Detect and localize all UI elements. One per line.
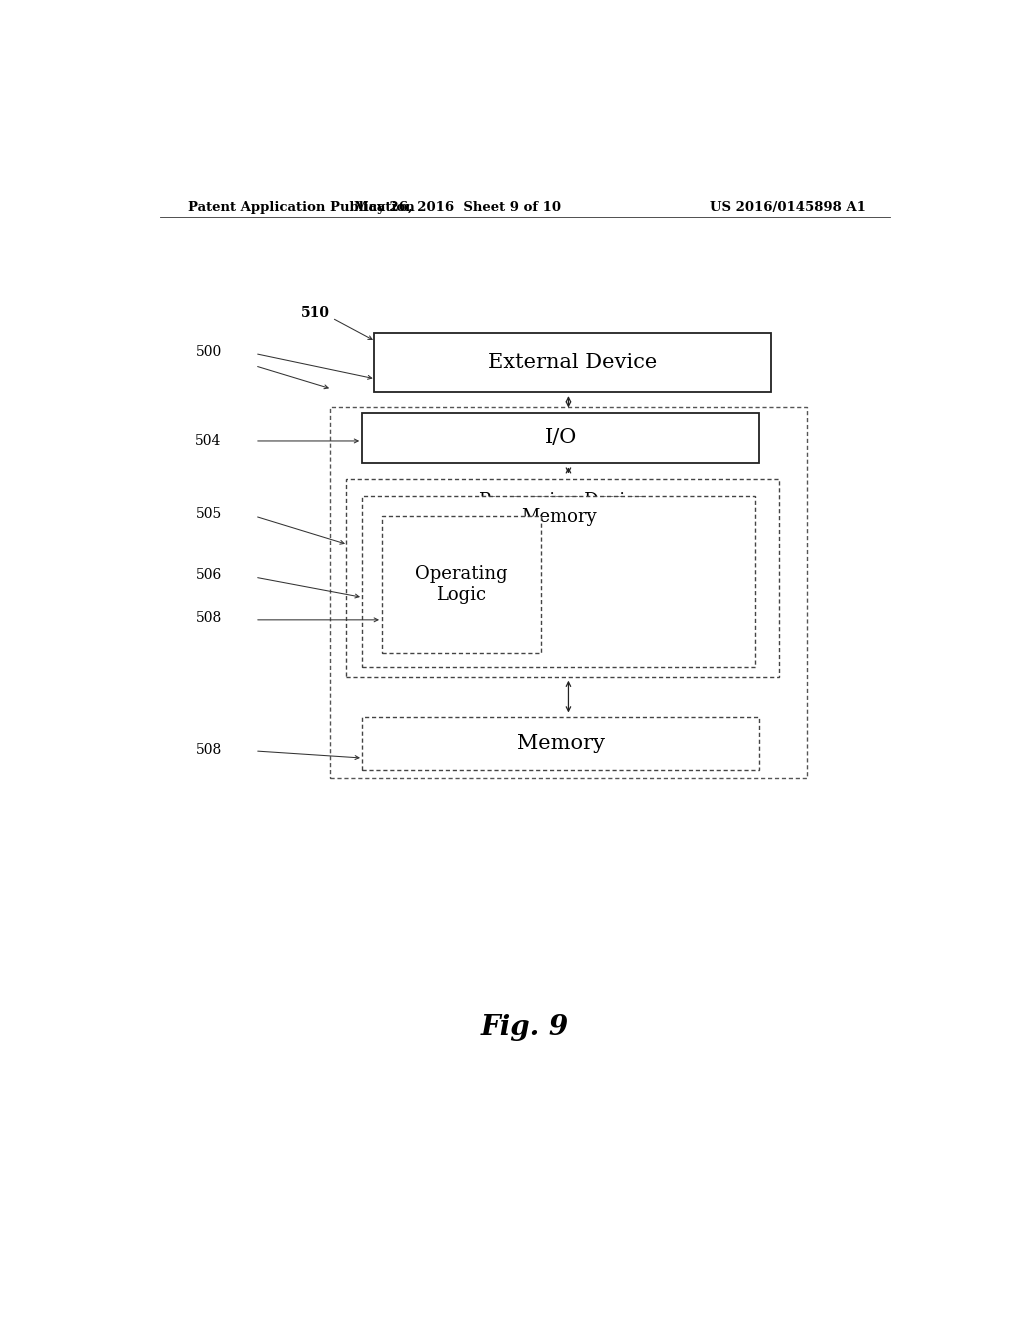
Text: 506: 506 xyxy=(196,568,221,582)
Bar xyxy=(362,718,759,771)
Text: 510: 510 xyxy=(301,306,331,319)
Text: May 26, 2016  Sheet 9 of 10: May 26, 2016 Sheet 9 of 10 xyxy=(354,201,561,214)
Text: External Device: External Device xyxy=(487,354,657,372)
Text: Memory: Memory xyxy=(516,734,604,754)
Bar xyxy=(331,408,807,779)
Bar xyxy=(362,496,755,667)
Text: US 2016/0145898 A1: US 2016/0145898 A1 xyxy=(711,201,866,214)
Bar xyxy=(382,516,541,653)
Text: 504: 504 xyxy=(196,434,221,447)
Text: 505: 505 xyxy=(196,507,221,521)
Text: Patent Application Publication: Patent Application Publication xyxy=(187,201,415,214)
Text: 508: 508 xyxy=(196,611,221,624)
Text: I/O: I/O xyxy=(545,429,577,447)
Text: 500: 500 xyxy=(196,345,221,359)
Bar xyxy=(374,333,771,392)
Text: 508: 508 xyxy=(196,743,221,756)
Text: Processing Device: Processing Device xyxy=(479,492,646,510)
Text: Fig. 9: Fig. 9 xyxy=(480,1014,569,1041)
Bar xyxy=(346,479,779,677)
Text: Operating
Logic: Operating Logic xyxy=(415,565,508,605)
Bar xyxy=(362,413,759,463)
Text: Memory: Memory xyxy=(521,508,596,527)
